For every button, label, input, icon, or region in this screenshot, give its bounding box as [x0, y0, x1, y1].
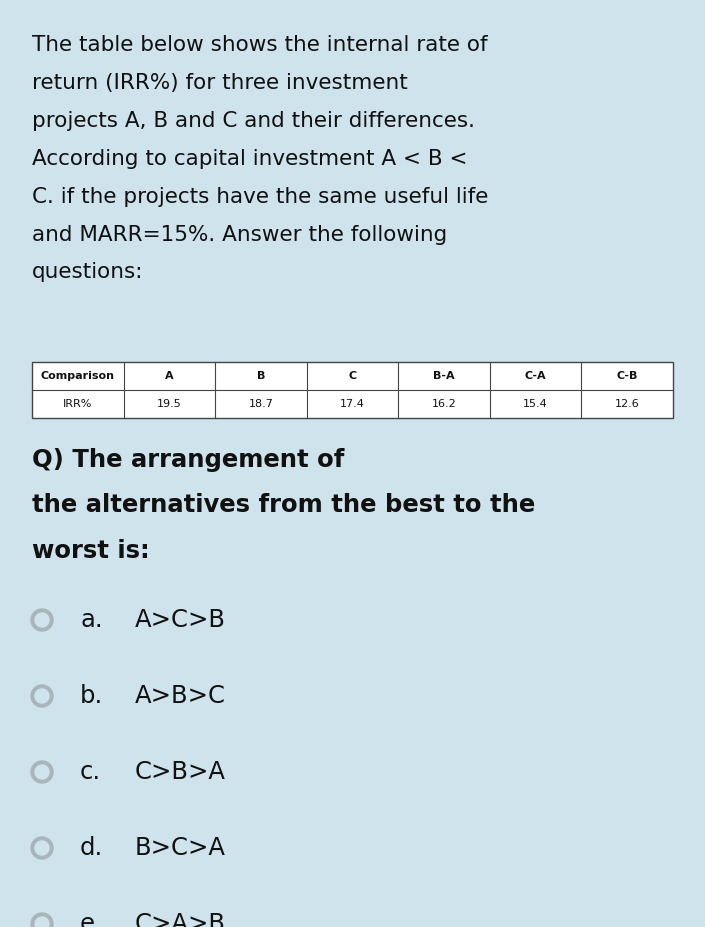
Text: worst is:: worst is:: [32, 540, 149, 564]
Text: A>B>C: A>B>C: [135, 684, 226, 708]
Text: projects A, B and C and their differences.: projects A, B and C and their difference…: [32, 110, 475, 131]
Text: e.: e.: [80, 912, 103, 927]
Text: c.: c.: [80, 760, 101, 784]
Circle shape: [35, 917, 49, 927]
Text: According to capital investment A < B <: According to capital investment A < B <: [32, 148, 467, 169]
Text: b.: b.: [80, 684, 103, 708]
Text: B>C>A: B>C>A: [135, 836, 226, 860]
Text: A: A: [165, 371, 173, 381]
Text: Q) The arrangement of: Q) The arrangement of: [32, 448, 344, 472]
Text: and MARR=15%. Answer the following: and MARR=15%. Answer the following: [32, 224, 447, 245]
Text: 16.2: 16.2: [431, 399, 456, 409]
Text: the alternatives from the best to the: the alternatives from the best to the: [32, 493, 535, 517]
Text: 15.4: 15.4: [523, 399, 548, 409]
Text: IRR%: IRR%: [63, 399, 92, 409]
Text: B: B: [257, 371, 265, 381]
Text: a.: a.: [80, 608, 103, 632]
Circle shape: [35, 765, 49, 779]
Text: return (IRR%) for three investment: return (IRR%) for three investment: [32, 72, 407, 93]
Circle shape: [35, 689, 49, 703]
Circle shape: [31, 837, 53, 859]
Bar: [32, 362, 673, 418]
Text: C-B: C-B: [617, 371, 638, 381]
Text: C-A: C-A: [525, 371, 546, 381]
Text: A>C>B: A>C>B: [135, 608, 226, 632]
Text: C: C: [348, 371, 357, 381]
Circle shape: [31, 685, 53, 707]
Circle shape: [35, 841, 49, 855]
Text: questions:: questions:: [32, 262, 144, 283]
Text: B-A: B-A: [434, 371, 455, 381]
Text: The table below shows the internal rate of: The table below shows the internal rate …: [32, 34, 488, 55]
Text: 17.4: 17.4: [340, 399, 365, 409]
Text: d.: d.: [80, 836, 103, 860]
Text: C. if the projects have the same useful life: C. if the projects have the same useful …: [32, 186, 489, 207]
Text: C>B>A: C>B>A: [135, 760, 226, 784]
Text: 19.5: 19.5: [157, 399, 182, 409]
Text: C>A>B: C>A>B: [135, 912, 226, 927]
Text: 18.7: 18.7: [248, 399, 274, 409]
Circle shape: [31, 609, 53, 631]
Circle shape: [31, 913, 53, 927]
Text: Comparison: Comparison: [41, 371, 115, 381]
Text: 12.6: 12.6: [615, 399, 639, 409]
Circle shape: [31, 761, 53, 783]
Circle shape: [35, 613, 49, 627]
